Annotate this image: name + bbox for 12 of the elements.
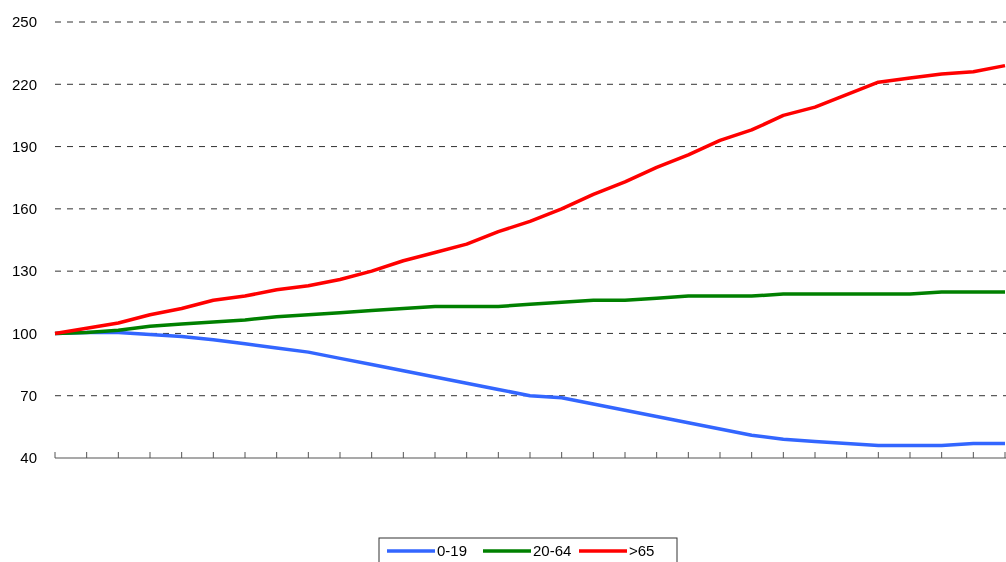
- y-tick-label: 250: [11, 13, 37, 31]
- legend-label: 0-19: [437, 542, 468, 560]
- y-tick-label: 160: [11, 200, 37, 218]
- y-tick-label: 40: [20, 449, 37, 467]
- y-tick-label: 190: [11, 137, 37, 155]
- legend-label: 20-64: [533, 542, 572, 560]
- y-tick-label: 130: [11, 262, 37, 280]
- line-series: [53, 63, 1006, 336]
- y-tick-label: 220: [11, 75, 37, 93]
- y-tick-label: 70: [20, 386, 37, 404]
- legend-label: >65: [629, 542, 655, 560]
- y-tick-label: 100: [11, 324, 37, 342]
